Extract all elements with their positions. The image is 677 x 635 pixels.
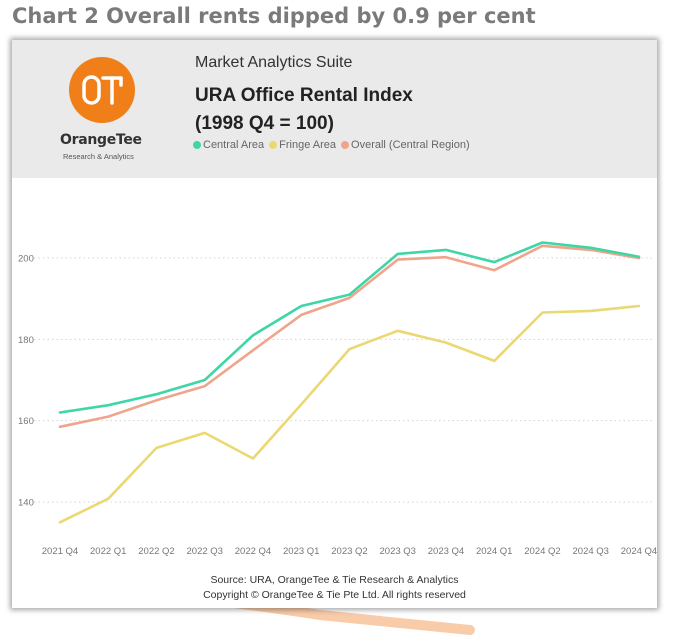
page-heading: Chart 2 Overall rents dipped by 0.9 per … [12, 4, 536, 28]
y-tick-label: 200 [18, 254, 34, 265]
chart-card: OrangeTee Research & Analytics Market An… [12, 40, 657, 608]
x-tick-label: 2023 Q2 [331, 546, 367, 557]
y-tick-label: 160 [18, 416, 34, 427]
x-tick-label: 2023 Q4 [428, 546, 464, 557]
source-note: Source: URA, OrangeTee & Tie Research & … [12, 573, 657, 603]
y-tick-label: 140 [18, 498, 34, 509]
brand-name: OrangeTee [60, 132, 142, 148]
line-chart: 140 160 180 200 2021 Q4 2022 Q1 2022 Q2 2022 Q3… [18, 241, 657, 557]
x-tick-label: 2022 Q3 [187, 546, 223, 557]
chart-header: OrangeTee Research & Analytics Market An… [12, 40, 657, 178]
y-tick-label: 180 [18, 335, 34, 346]
legend-swatch-overall [341, 141, 350, 149]
chart-legend: Central Area Fringe Area Overall (Centra… [193, 139, 475, 151]
suite-name: Market Analytics Suite [195, 54, 353, 71]
x-tick-label: 2022 Q1 [90, 546, 126, 557]
x-tick-label: 2024 Q3 [573, 546, 609, 557]
x-tick-label: 2021 Q4 [42, 546, 78, 557]
copyright-line: Copyright © OrangeTee & Tie Pte Ltd. All… [203, 589, 466, 601]
x-tick-label: 2024 Q2 [524, 546, 560, 557]
legend-label-central: Central Area [203, 139, 265, 151]
source-line: Source: URA, OrangeTee & Tie Research & … [210, 574, 459, 586]
x-tick-label: 2023 Q3 [380, 546, 416, 557]
logo-ot-mark [82, 75, 123, 105]
legend-item-fringe[interactable]: Fringe Area [269, 139, 336, 151]
x-tick-label: 2024 Q1 [476, 546, 512, 557]
legend-item-central[interactable]: Central Area [193, 139, 264, 151]
chart-title-line-1: URA Office Rental Index [195, 85, 413, 106]
legend-swatch-central [193, 141, 201, 149]
series-line-fringe [58, 304, 641, 524]
legend-swatch-fringe [269, 141, 278, 149]
x-tick-label: 2023 Q1 [283, 546, 319, 557]
series-line-overall [58, 244, 641, 429]
series-line-central [58, 241, 641, 414]
x-tick-label: 2022 Q2 [138, 546, 174, 557]
x-tick-label: 2022 Q4 [235, 546, 271, 557]
orangetee-logo [69, 57, 135, 123]
x-tick-label: 2024 Q4 [621, 546, 657, 557]
legend-label-overall: Overall (Central Region) [351, 139, 470, 151]
chart-title: URA Office Rental Index (1998 Q4 = 100) [195, 82, 413, 138]
chart-title-line-2: (1998 Q4 = 100) [195, 113, 334, 134]
legend-label-fringe: Fringe Area [279, 139, 337, 151]
legend-item-overall[interactable]: Overall (Central Region) [341, 139, 470, 151]
brand-tagline: Research & Analytics [63, 152, 134, 161]
